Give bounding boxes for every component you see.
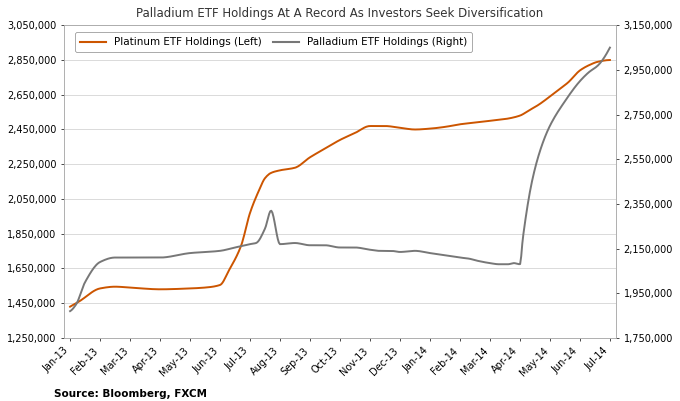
Title: Palladium ETF Holdings At A Record As Investors Seek Diversification: Palladium ETF Holdings At A Record As In… bbox=[137, 7, 543, 20]
Legend: Platinum ETF Holdings (Left), Palladium ETF Holdings (Right): Platinum ETF Holdings (Left), Palladium … bbox=[75, 32, 473, 53]
Text: Source: Bloomberg, FXCM: Source: Bloomberg, FXCM bbox=[54, 389, 207, 399]
